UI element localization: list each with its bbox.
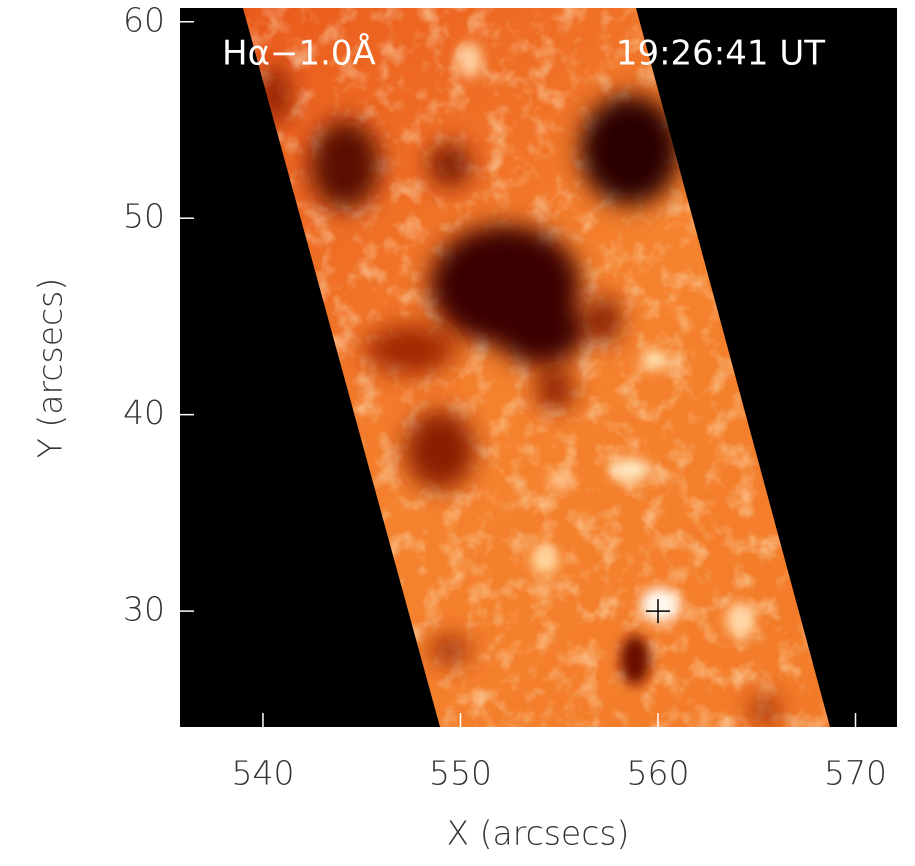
x-axis-label: X (arcsecs): [447, 814, 630, 853]
x-tick-label: 540: [231, 754, 294, 793]
x-tick-label: 550: [429, 754, 492, 793]
y-tick-label: 60: [123, 0, 165, 39]
y-tick-label: 40: [123, 393, 165, 432]
annotation: Hα−1.0Å: [222, 33, 376, 74]
y-axis-label: Y (arcsecs): [31, 278, 70, 458]
y-tick-label: 50: [123, 197, 165, 236]
x-tick-label: 570: [824, 754, 887, 793]
marker: [646, 599, 670, 624]
annotation: 19:26:41 UT: [616, 34, 825, 74]
x-tick-label: 560: [627, 754, 690, 793]
y-tick-label: 30: [123, 590, 165, 629]
